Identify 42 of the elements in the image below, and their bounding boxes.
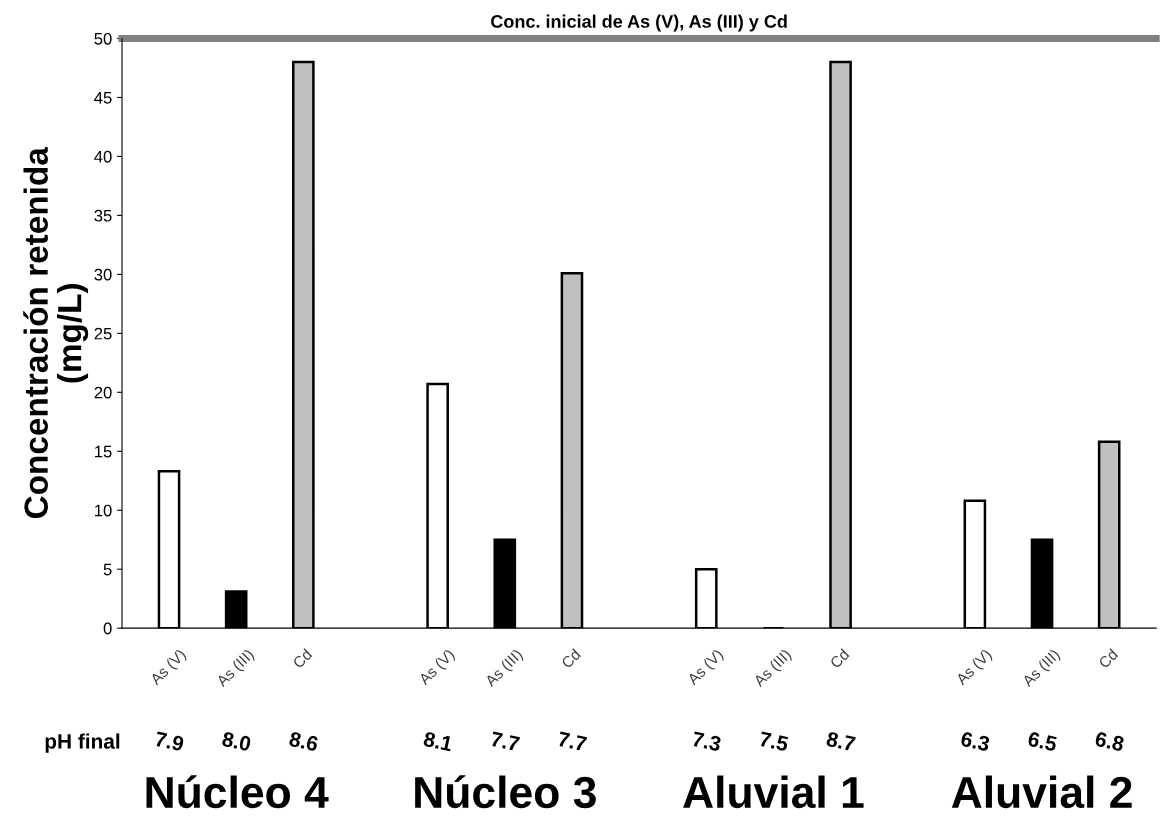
y-tick-label: 50 — [94, 32, 112, 45]
x-tick-label: As (V) — [417, 648, 457, 688]
text: 7.5 — [758, 731, 789, 752]
text: 8.0 — [221, 731, 252, 752]
text: 6.5 — [1027, 731, 1058, 752]
x-tick-label: Cd — [291, 648, 313, 669]
text: Aluvial 2 — [951, 775, 1132, 809]
y-tick-label: 20 — [94, 386, 112, 399]
text: Núcleo 4 — [146, 775, 329, 809]
y-tick-label: 10 — [95, 504, 112, 517]
y-tick-label: 0 — [103, 622, 112, 635]
text: 7.7 — [490, 731, 520, 752]
text: 7.7 — [557, 731, 588, 752]
ref-line-label: Conc. inicial de As (V), As (III) y Cd — [491, 14, 787, 32]
text: pH final — [45, 733, 120, 753]
text: 8.7 — [825, 731, 856, 752]
text: 6.3 — [960, 731, 991, 752]
x-tick-label: Cd — [829, 648, 850, 669]
x-tick-label: As (III) — [1021, 648, 1063, 690]
text: Núcleo 3 — [415, 775, 596, 809]
y-tick-label: 5 — [103, 563, 112, 576]
y-tick-label: 45 — [94, 92, 112, 104]
y-tick-label: 30 — [94, 268, 112, 281]
y-tick-label: 35 — [94, 209, 112, 222]
x-tick-label: As (III) — [752, 648, 794, 690]
x-tick-label: As (V) — [686, 648, 726, 688]
x-tick-label: As (V) — [954, 648, 995, 688]
text: 8.1 — [422, 731, 454, 752]
y-tick-label: 25 — [94, 327, 112, 340]
y-tick-label: 40 — [94, 150, 112, 163]
text: 6.8 — [1094, 731, 1125, 752]
text: 7.3 — [691, 731, 722, 752]
text: 7.9 — [154, 731, 185, 752]
x-tick-label: Cd — [560, 648, 582, 669]
y-axis-title: Concentración retenida (mg/L) — [23, 146, 89, 519]
x-tick-label: As (V) — [149, 648, 189, 688]
x-tick-label: Cd — [1097, 648, 1119, 669]
x-tick-label: As (III) — [483, 648, 526, 690]
text: 8.6 — [288, 731, 319, 752]
y-tick-label: 15 — [95, 445, 112, 458]
text: Aluvial 1 — [683, 775, 864, 809]
x-tick-label: As (III) — [215, 648, 257, 690]
